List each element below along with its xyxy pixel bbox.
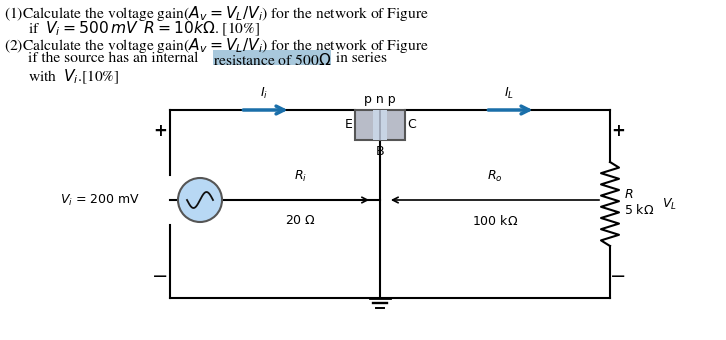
Text: $R_o$: $R_o$ bbox=[487, 169, 503, 184]
Bar bbox=[355, 110, 405, 140]
Text: C: C bbox=[407, 119, 416, 132]
Text: $I_i$: $I_i$ bbox=[261, 86, 269, 101]
Text: +: + bbox=[153, 122, 167, 140]
Text: if the source has an internal: if the source has an internal bbox=[28, 52, 203, 65]
Text: B: B bbox=[375, 145, 384, 158]
Text: −: − bbox=[152, 267, 168, 286]
Text: +: + bbox=[611, 122, 625, 140]
Text: $R_i$: $R_i$ bbox=[295, 169, 308, 184]
Text: in series: in series bbox=[332, 52, 387, 65]
Text: $V_L$: $V_L$ bbox=[662, 197, 677, 211]
Text: $I_L$: $I_L$ bbox=[505, 86, 515, 101]
Text: p n p: p n p bbox=[364, 93, 396, 106]
Bar bbox=[213, 50, 331, 65]
Text: $R$: $R$ bbox=[624, 187, 634, 201]
Text: 100 k$\Omega$: 100 k$\Omega$ bbox=[472, 214, 518, 228]
Text: $V_i$ = 200 mV: $V_i$ = 200 mV bbox=[60, 192, 140, 207]
Text: 20 $\Omega$: 20 $\Omega$ bbox=[285, 214, 317, 227]
Text: 5 k$\Omega$: 5 k$\Omega$ bbox=[624, 203, 654, 217]
Text: if  $V_i = 500\,mV$  $R = 10k\Omega$. [10%]: if $V_i = 500\,mV$ $R = 10k\Omega$. [10%… bbox=[28, 20, 260, 38]
Bar bbox=[379, 110, 381, 140]
Bar bbox=[373, 110, 387, 140]
Text: E: E bbox=[345, 119, 353, 132]
Circle shape bbox=[178, 178, 222, 222]
Text: −: − bbox=[610, 267, 627, 286]
Text: resistance of 500$\Omega$: resistance of 500$\Omega$ bbox=[213, 52, 331, 68]
Text: with  $V_i$.[10%]: with $V_i$.[10%] bbox=[28, 68, 119, 86]
Text: (2)Calculate the voltage gain($A_v = V_L/V_i$) for the network of Figure: (2)Calculate the voltage gain($A_v = V_L… bbox=[4, 36, 429, 55]
Text: (1)Calculate the voltage gain($A_v = V_L/V_i$) for the network of Figure: (1)Calculate the voltage gain($A_v = V_L… bbox=[4, 4, 429, 23]
